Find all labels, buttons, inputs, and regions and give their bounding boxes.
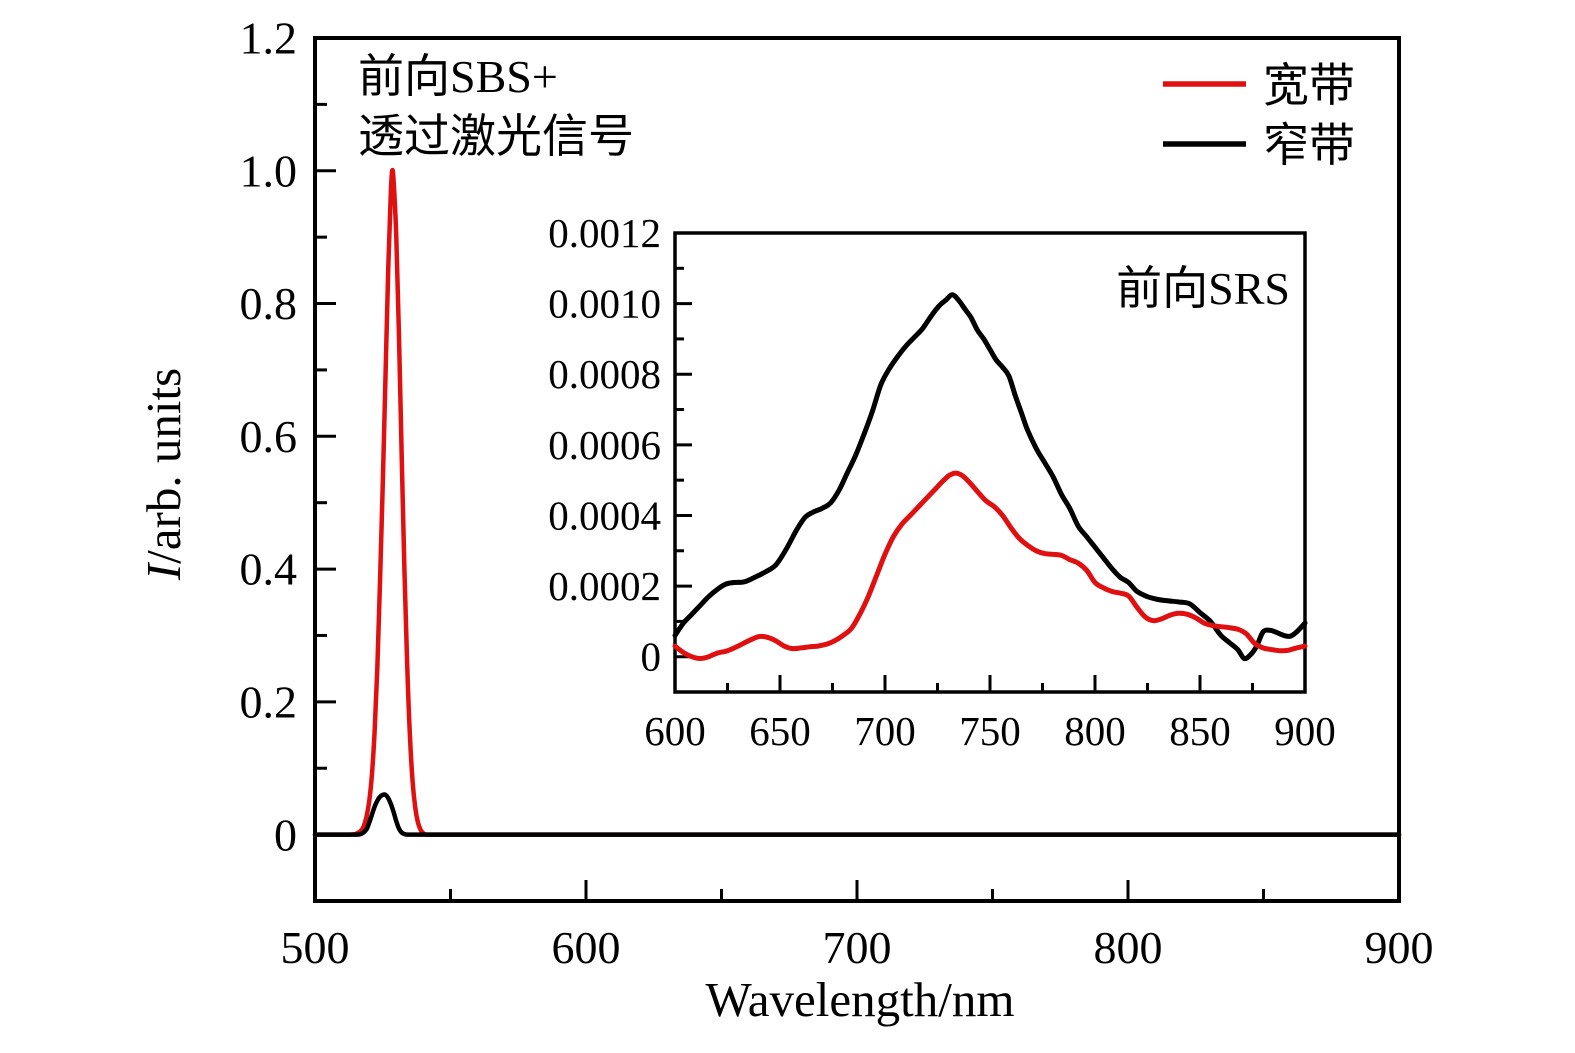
main-annotation-line2: 透过激光信号 xyxy=(358,111,634,162)
x-tick-label: 900 xyxy=(1274,708,1336,754)
x-tick-label: 650 xyxy=(749,708,811,754)
y-axis-title-units: /arb. units xyxy=(136,368,191,564)
y-tick-label: 0.6 xyxy=(240,411,298,462)
y-tick-label: 0.2 xyxy=(240,676,298,727)
inset-title: 前向SRS xyxy=(1116,263,1290,314)
y-tick-label: 0.0002 xyxy=(548,563,661,609)
x-tick-label: 500 xyxy=(281,922,350,973)
y-tick-label: 0.0004 xyxy=(548,492,661,538)
x-tick-label: 800 xyxy=(1064,708,1126,754)
x-tick-label: 850 xyxy=(1169,708,1231,754)
legend-broadband-label: 宽带 xyxy=(1263,60,1355,111)
main-chart: 500 600 700 800 900 0 0.2 0.4 0.6 0.8 1.0 1.2 xyxy=(240,13,1434,973)
x-axis-title: Wavelength/nm xyxy=(705,972,1014,1027)
y-tick-label: 0.4 xyxy=(240,544,298,595)
y-axis-title-symbol: I xyxy=(136,561,191,581)
narrowband-curve xyxy=(672,292,1308,662)
x-tick-label: 700 xyxy=(854,708,916,754)
broadband-curve xyxy=(672,470,1308,661)
y-tick-label: 0.0012 xyxy=(548,210,661,256)
narrowband-curve xyxy=(312,792,1402,837)
y-tick-label: 0 xyxy=(274,809,297,860)
x-tick-label: 800 xyxy=(1094,922,1163,973)
x-tick-label: 600 xyxy=(552,922,621,973)
x-tick-label: 900 xyxy=(1365,922,1434,973)
y-tick-label: 0.0010 xyxy=(548,281,661,327)
y-axis-title: I/arb. units xyxy=(136,368,191,581)
y-tick-label: 0.0008 xyxy=(548,351,661,397)
legend-narrowband-label: 窄带 xyxy=(1263,120,1355,171)
y-tick-label: 0 xyxy=(641,634,662,680)
x-tick-label: 750 xyxy=(959,708,1021,754)
x-tick-label: 600 xyxy=(644,708,706,754)
x-tick-label: 700 xyxy=(823,922,892,973)
legend: 宽带 窄带 xyxy=(1163,60,1355,171)
y-tick-label: 0.8 xyxy=(240,278,298,329)
y-tick-label: 1.0 xyxy=(240,145,298,196)
main-annotation-line1: 前向SBS+ xyxy=(358,51,558,102)
inset-chart: 600 650 700 750 800 850 900 0 0.0002 0.0004 0.0006… xyxy=(548,210,1336,754)
y-tick-label: 0.0006 xyxy=(548,422,661,468)
y-tick-label: 1.2 xyxy=(240,13,298,64)
